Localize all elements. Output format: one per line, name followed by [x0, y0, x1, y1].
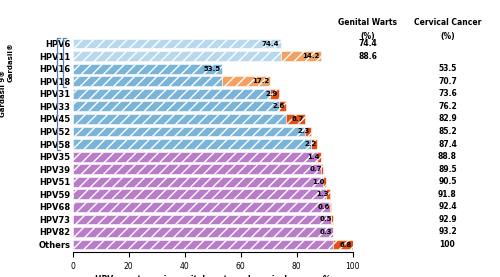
Bar [321, 164, 323, 174]
Bar [72, 152, 317, 161]
Bar [331, 214, 332, 224]
Bar [72, 164, 321, 174]
Bar [72, 51, 281, 61]
Text: 2.2: 2.2 [304, 141, 316, 147]
Text: 70.7: 70.7 [438, 77, 457, 86]
Text: (%): (%) [440, 32, 455, 41]
Text: 74.4: 74.4 [262, 40, 280, 47]
Bar [326, 189, 330, 199]
Text: 92.9: 92.9 [438, 215, 457, 224]
Text: 0.5: 0.5 [320, 216, 332, 222]
Text: 88.8: 88.8 [438, 152, 457, 161]
Text: 87.4: 87.4 [438, 140, 457, 148]
Text: 53.5: 53.5 [204, 66, 221, 72]
Text: (%): (%) [360, 32, 375, 41]
Text: 93.2: 93.2 [438, 227, 457, 237]
Bar [72, 127, 304, 136]
Text: 2.6: 2.6 [273, 103, 285, 109]
Text: 89.5: 89.5 [438, 165, 457, 174]
Bar [286, 114, 304, 124]
Bar [72, 89, 270, 99]
Bar [222, 76, 270, 86]
Bar [72, 214, 331, 224]
Text: 100: 100 [440, 240, 456, 249]
Text: 0.7: 0.7 [310, 166, 322, 172]
Bar [72, 139, 311, 149]
X-axis label: HPV genotypes in genital warts and cervical cancer, %: HPV genotypes in genital warts and cervi… [94, 275, 330, 277]
Text: 2.3: 2.3 [298, 129, 310, 134]
Bar [72, 64, 223, 74]
Bar [72, 202, 330, 212]
Text: 14.2: 14.2 [302, 53, 320, 59]
Bar [281, 51, 320, 61]
Text: 2.9: 2.9 [266, 91, 278, 97]
Text: 0.6: 0.6 [318, 204, 330, 210]
Bar [334, 240, 352, 249]
Bar [72, 177, 323, 187]
Text: 1.4: 1.4 [308, 154, 320, 160]
Text: 85.2: 85.2 [438, 127, 457, 136]
Bar [270, 89, 278, 99]
Text: 91.8: 91.8 [438, 190, 457, 199]
Text: 0.3: 0.3 [320, 229, 332, 235]
Bar [72, 76, 223, 86]
Bar [330, 202, 331, 212]
Text: 74.4: 74.4 [358, 39, 377, 48]
Text: 92.4: 92.4 [438, 202, 457, 211]
Text: Gardasil®: Gardasil® [8, 42, 14, 82]
Text: 6.7: 6.7 [292, 116, 304, 122]
Bar [278, 101, 286, 111]
Text: 76.2: 76.2 [438, 102, 457, 111]
Bar [72, 227, 332, 237]
Bar [72, 39, 281, 48]
Text: 90.5: 90.5 [438, 177, 457, 186]
Bar [323, 177, 326, 187]
Bar [311, 139, 317, 149]
Text: 88.6: 88.6 [358, 52, 377, 61]
Bar [332, 227, 334, 237]
Text: Cervical Cancer: Cervical Cancer [414, 18, 481, 27]
Bar [304, 127, 311, 136]
Text: 1.3: 1.3 [316, 191, 328, 197]
Text: 82.9: 82.9 [438, 114, 457, 124]
Text: 6.8: 6.8 [340, 242, 351, 248]
Bar [72, 240, 334, 249]
Bar [72, 101, 278, 111]
Text: 1.0: 1.0 [312, 179, 325, 185]
Text: 73.6: 73.6 [438, 89, 457, 98]
Text: Gardasil 9®: Gardasil 9® [0, 70, 6, 117]
Text: Genital Warts: Genital Warts [338, 18, 397, 27]
Text: 17.2: 17.2 [252, 78, 270, 84]
Bar [317, 152, 321, 161]
Bar [72, 189, 326, 199]
Text: 53.5: 53.5 [438, 64, 456, 73]
Bar [72, 114, 286, 124]
